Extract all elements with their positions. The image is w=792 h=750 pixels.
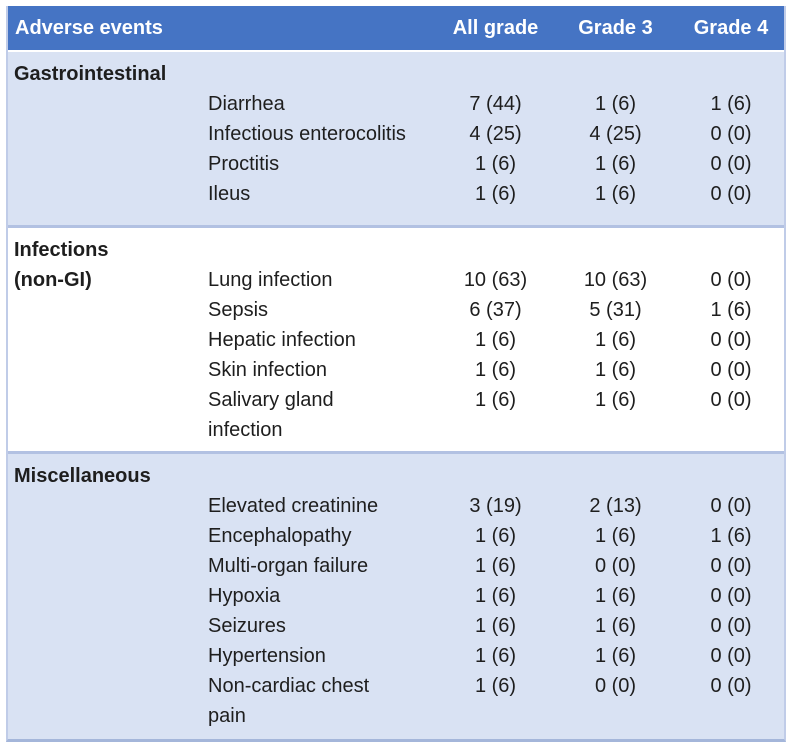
- all-grade-value: 1 (6): [474, 329, 517, 351]
- event-name: Elevated creatinine: [208, 495, 379, 517]
- table-row: Multi-organ failure 1 (6) 0 (0) 0 (0): [8, 551, 784, 581]
- table-header-row: Adverse events All grade Grade 3 Grade 4: [8, 6, 784, 52]
- event-name: Seizures: [208, 615, 286, 637]
- all-grade-value: 1 (6): [474, 645, 517, 667]
- grade-3-value: 1 (6): [594, 329, 637, 351]
- grade-4-value: 0 (0): [710, 183, 752, 205]
- section-title: Miscellaneous: [14, 465, 151, 487]
- row-section-label: (non-GI): [14, 269, 92, 291]
- table-row: (non-GI) Lung infection 10 (63) 10 (63) 0 (0…: [8, 265, 784, 295]
- grade-4-value: 0 (0): [710, 675, 752, 697]
- grade-4-value: 0 (0): [710, 269, 752, 291]
- event-name: Hypertension: [208, 645, 326, 667]
- all-grade-value: 1 (6): [474, 525, 517, 547]
- all-grade-value: 6 (37): [469, 299, 522, 321]
- grade-4-value: 0 (0): [710, 389, 752, 411]
- table-row: Diarrhea 7 (44) 1 (6) 1 (6): [8, 89, 784, 119]
- grade-3-value: 1 (6): [594, 525, 637, 547]
- table-row: Encephalopathy 1 (6) 1 (6) 1 (6): [8, 521, 784, 551]
- all-grade-value: 1 (6): [474, 675, 517, 697]
- all-grade-value: 1 (6): [474, 555, 517, 577]
- header-grade-3: Grade 3: [578, 16, 653, 39]
- grade-4-value: 0 (0): [710, 359, 752, 381]
- event-name: Hypoxia: [208, 585, 281, 607]
- grade-4-value: 0 (0): [710, 123, 752, 145]
- all-grade-value: 1 (6): [474, 615, 517, 637]
- table-row: Hypoxia 1 (6) 1 (6) 0 (0): [8, 581, 784, 611]
- grade-4-value: 1 (6): [710, 299, 752, 321]
- header-grade-4: Grade 4: [693, 16, 769, 39]
- grade-3-value: 1 (6): [594, 183, 637, 205]
- grade-3-value: 1 (6): [594, 359, 637, 381]
- table-row: Ileus 1 (6) 1 (6) 0 (0): [8, 179, 784, 209]
- table-row: Hypertension 1 (6) 1 (6) 0 (0): [8, 641, 784, 671]
- grade-4-value: 0 (0): [710, 555, 752, 577]
- section-title: Infections: [14, 239, 109, 261]
- all-grade-value: 3 (19): [469, 495, 522, 517]
- all-grade-value: 1 (6): [474, 359, 517, 381]
- grade-4-value: 0 (0): [710, 329, 752, 351]
- event-name: Encephalopathy: [208, 525, 352, 547]
- event-name: Non-cardiac chest pain: [208, 675, 370, 727]
- table-row: Hepatic infection 1 (6) 1 (6) 0 (0): [8, 325, 784, 355]
- section-miscellaneous: Miscellaneous Elevated creatinine 3 (19) 2 …: [8, 451, 784, 739]
- header-adverse-events: Adverse events: [15, 16, 163, 39]
- header-all-grade: All grade: [452, 16, 539, 39]
- table-row: Non-cardiac chest pain 1 (6) 0 (0) 0 (0): [8, 671, 784, 731]
- grade-3-value: 10 (63): [583, 269, 648, 291]
- event-name: Lung infection: [208, 269, 333, 291]
- event-name: Hepatic infection: [208, 329, 356, 351]
- grade-3-value: 1 (6): [594, 153, 637, 175]
- event-name: Skin infection: [208, 359, 327, 381]
- event-name: Diarrhea: [208, 93, 285, 115]
- all-grade-value: 10 (63): [463, 269, 528, 291]
- grade-3-value: 4 (25): [589, 123, 642, 145]
- grade-3-value: 5 (31): [589, 299, 642, 321]
- all-grade-value: 1 (6): [474, 585, 517, 607]
- table-row: Sepsis 6 (37) 5 (31) 1 (6): [8, 295, 784, 325]
- grade-3-value: 1 (6): [594, 585, 637, 607]
- grade-4-value: 0 (0): [710, 645, 752, 667]
- grade-4-value: 0 (0): [710, 615, 752, 637]
- grade-3-value: 2 (13): [589, 495, 642, 517]
- adverse-events-table: Adverse events All grade Grade 3 Grade 4…: [6, 6, 786, 742]
- grade-3-value: 1 (6): [594, 645, 637, 667]
- grade-4-value: 0 (0): [710, 153, 752, 175]
- all-grade-value: 1 (6): [474, 153, 517, 175]
- section-title: Gastrointestinal: [14, 63, 167, 85]
- event-name: Sepsis: [208, 299, 269, 321]
- grade-3-value: 0 (0): [594, 555, 637, 577]
- grade-4-value: 0 (0): [710, 585, 752, 607]
- grade-3-value: 1 (6): [594, 389, 637, 411]
- grade-3-value: 1 (6): [594, 615, 637, 637]
- table-row: Skin infection 1 (6) 1 (6) 0 (0): [8, 355, 784, 385]
- grade-4-value: 0 (0): [710, 495, 752, 517]
- event-name: Proctitis: [208, 153, 280, 175]
- grade-3-value: 1 (6): [594, 93, 637, 115]
- grade-4-value: 1 (6): [710, 525, 752, 547]
- event-name: Salivary gland infection: [208, 389, 334, 441]
- table-row: Proctitis 1 (6) 1 (6) 0 (0): [8, 149, 784, 179]
- grade-3-value: 0 (0): [594, 675, 637, 697]
- all-grade-value: 7 (44): [469, 93, 522, 115]
- all-grade-value: 1 (6): [474, 389, 517, 411]
- table-row: Infectious enterocolitis 4 (25) 4 (25) 0 (0…: [8, 119, 784, 149]
- section-infections-non-gi: Infections (non-GI) Lung infection 10 (63) 1…: [8, 225, 784, 451]
- event-name: Multi-organ failure: [208, 555, 369, 577]
- grade-4-value: 1 (6): [710, 93, 752, 115]
- table-row: Salivary gland infection 1 (6) 1 (6) 0 (0): [8, 385, 784, 445]
- all-grade-value: 1 (6): [474, 183, 517, 205]
- event-name: Ileus: [208, 183, 251, 205]
- all-grade-value: 4 (25): [469, 123, 522, 145]
- event-name: Infectious enterocolitis: [208, 123, 406, 145]
- section-gastrointestinal: Gastrointestinal Diarrhea 7 (44) 1 (6) 1 (6)…: [8, 52, 784, 225]
- table-row: Elevated creatinine 3 (19) 2 (13) 0 (0): [8, 491, 784, 521]
- table-row: Seizures 1 (6) 1 (6) 0 (0): [8, 611, 784, 641]
- table-body: Gastrointestinal Diarrhea 7 (44) 1 (6) 1 (6)…: [8, 52, 784, 739]
